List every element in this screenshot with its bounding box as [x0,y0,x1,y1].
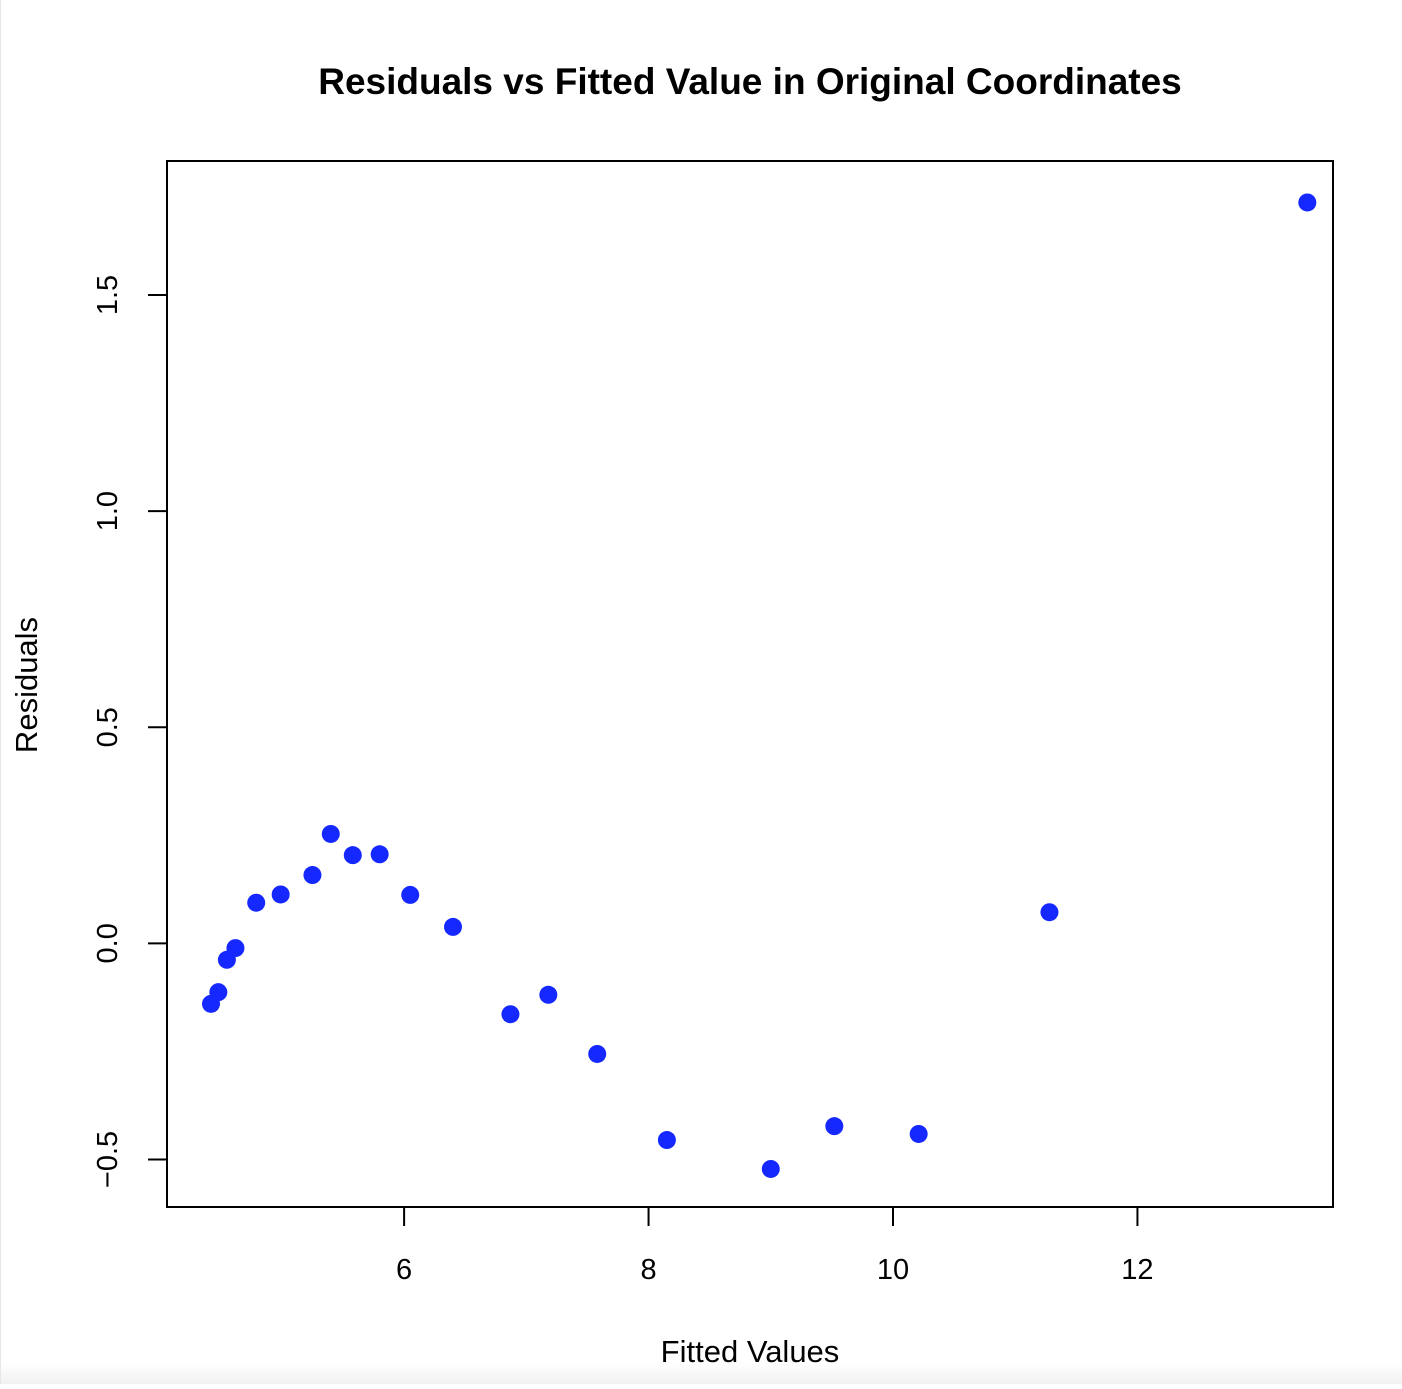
y-tick-label: −0.5 [92,1131,124,1188]
data-point [321,824,340,843]
x-tick-label: 12 [1121,1254,1153,1286]
data-point [370,845,389,864]
chart-title: Residuals vs Fitted Value in Original Co… [318,61,1182,102]
y-axis: −0.5 0.0 0.5 1.0 1.5 [92,275,168,1188]
y-tick-label: 1.0 [92,491,124,531]
data-point [271,885,290,904]
x-tick-label: 6 [396,1254,412,1286]
data-point [1040,903,1059,922]
data-point [588,1044,607,1063]
data-point [226,939,245,958]
y-axis-label: Residuals [9,617,44,753]
data-point [657,1131,676,1150]
data-points [202,193,1317,1178]
data-point [209,983,228,1002]
x-tick-label: 10 [877,1254,909,1286]
x-axis: 6 8 10 12 [396,1206,1154,1286]
data-point [401,885,420,904]
x-axis-label: Fitted Values [661,1334,840,1369]
data-point [444,917,462,936]
data-point [825,1117,844,1136]
data-point [761,1159,780,1178]
x-tick-label: 8 [640,1254,656,1286]
y-tick-label: 0.0 [92,923,124,963]
y-tick-label: 1.5 [92,275,124,315]
data-point [539,985,558,1004]
y-tick-label: 0.5 [92,707,124,747]
data-point [501,1005,520,1024]
data-point [343,846,362,865]
data-point [909,1124,928,1143]
data-point [303,866,322,885]
plot-area-frame [166,160,1334,1208]
data-point [1298,193,1317,212]
data-point [247,893,266,912]
